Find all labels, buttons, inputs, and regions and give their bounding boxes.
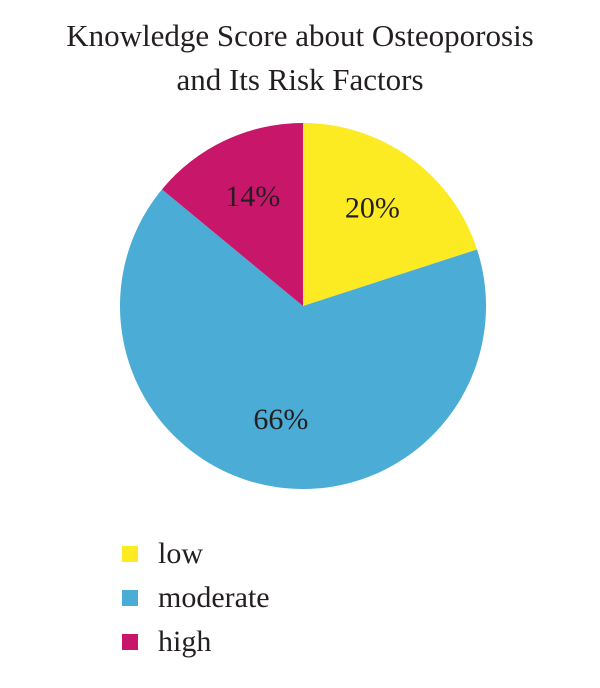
pie-slice-moderate	[119, 189, 486, 490]
legend: low moderate high	[122, 532, 270, 664]
chart-title-line-2: and Its Risk Factors	[176, 62, 424, 97]
pie-chart: 20% 66% 14%	[119, 123, 486, 490]
legend-swatch-moderate	[122, 590, 138, 606]
legend-item-low: low	[122, 532, 270, 576]
chart-title-line-1: Knowledge Score about Osteoporosis	[66, 18, 534, 53]
legend-label-moderate: moderate	[158, 581, 270, 614]
pie-slice-low	[303, 123, 478, 306]
legend-swatch-low	[122, 546, 138, 562]
pie-label-high: 14%	[225, 180, 280, 213]
legend-swatch-high	[122, 634, 138, 650]
legend-label-low: low	[158, 537, 203, 570]
pie-label-low: 20%	[345, 191, 400, 224]
legend-item-moderate: moderate	[122, 576, 270, 620]
pie-label-moderate: 66%	[253, 403, 308, 436]
pie-slice-high	[161, 123, 303, 306]
legend-item-high: high	[122, 620, 270, 664]
legend-label-high: high	[158, 625, 212, 658]
chart-title: Knowledge Score about Osteoporosis and I…	[0, 14, 600, 102]
